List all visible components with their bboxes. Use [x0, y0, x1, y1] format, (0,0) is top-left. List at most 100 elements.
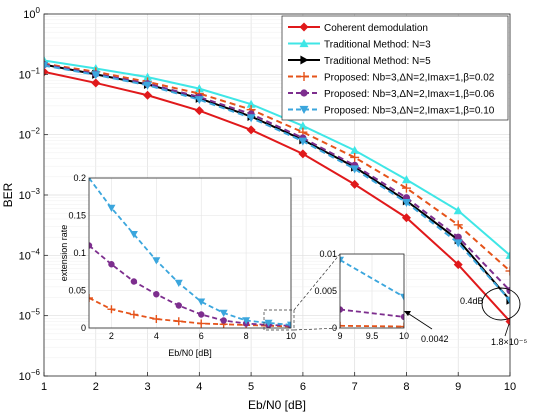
inset1-y-tick-label: 0.1: [73, 248, 86, 258]
legend-item-n3: Traditional Method: N=3: [288, 39, 431, 51]
inset1-data-point: [130, 278, 138, 285]
inset1-data-point: [152, 315, 161, 323]
main-y-tick-label: 10−4: [19, 247, 41, 262]
inset1-x-tick-label: 8: [244, 331, 249, 341]
zoom-connector-upper: [293, 253, 341, 311]
main-series-p010: [44, 61, 510, 305]
main-data-point: [350, 179, 360, 189]
legend-swatch-marker: [300, 89, 308, 97]
main-data-point: [454, 233, 462, 241]
main-y-axis-label: BER: [1, 182, 15, 207]
inset2-series-layer: [340, 256, 404, 328]
main-y-tick-label: 100: [23, 6, 40, 21]
inset1-data-point: [107, 204, 116, 212]
inset2-data-point: [400, 293, 404, 301]
main-x-tick-label: 10: [504, 381, 516, 393]
main-data-point: [453, 260, 463, 270]
inset1-axes-box: [88, 177, 292, 329]
inset1-data-point: [153, 291, 160, 298]
legend-label: Proposed: Nb=3,ΔN=2,Imax=1,β=0.10: [324, 106, 495, 117]
main-x-tick-label: 1: [41, 381, 47, 393]
inset2-series-p002: [340, 321, 404, 328]
inset2-series-line: [340, 308, 404, 318]
main-data-point: [350, 165, 360, 174]
legend-swatch-marker: [299, 72, 309, 81]
main-data-point: [453, 206, 463, 215]
main-data-point: [401, 175, 411, 184]
legend-item-n5: Traditional Method: N=5: [288, 55, 431, 67]
main-data-point: [453, 239, 463, 248]
inset1-data-point: [197, 319, 206, 328]
legend-items: Coherent demodulation Traditional Method:…: [288, 22, 495, 117]
inset1-y-tick-label: 0.15: [68, 211, 86, 221]
annotation-ber-label: 1.8×10⁻⁵: [491, 337, 528, 347]
main-x-tick-label: 6: [300, 381, 306, 393]
main-series-line: [44, 62, 510, 272]
main-data-point: [91, 78, 101, 88]
inset2-x-tick-label: 9: [337, 331, 342, 341]
inset1-x-axis-label: Eb/N0 [dB]: [168, 348, 212, 358]
inset1-y-tick-label: 0: [81, 323, 86, 333]
main-series-layer: [44, 55, 510, 327]
main-data-point: [44, 61, 49, 71]
main-series-line: [44, 64, 510, 301]
main-data-point: [143, 72, 153, 81]
inset2-x-tick-label: 9.5: [366, 331, 379, 341]
main-x-tick-label: 4: [196, 381, 202, 393]
inset1-x-tick-label: 6: [199, 331, 204, 341]
inset2-series-line: [340, 259, 404, 298]
main-data-point: [194, 96, 204, 105]
main-data-point: [401, 183, 411, 193]
main-y-tick-label: 10−6: [19, 368, 41, 383]
annotation-gap-label: 0.4dB: [460, 296, 484, 306]
zoom-connector-lower: [293, 327, 341, 331]
main-x-axis-label: Eb/N0 [dB]: [248, 398, 306, 412]
inset2-data-point: [340, 306, 344, 313]
inset1-y-tick-label: 0.05: [68, 286, 86, 296]
main-data-point: [401, 198, 411, 208]
main-data-point: [246, 114, 256, 123]
legend-swatch-marker: [300, 55, 309, 65]
inset1-x-tick-label: 10: [286, 331, 296, 341]
main-data-point: [298, 137, 308, 146]
legend-swatch-marker: [299, 105, 309, 114]
inset1-data-point: [242, 317, 251, 325]
inset1-data-point: [220, 317, 227, 324]
inset1-series-line: [89, 297, 291, 328]
main-x-tick-label: 2: [93, 381, 99, 393]
inset1-tick-labels: 2 4 6 8 10 0 0.05 0.1 0.15 0.2: [68, 173, 296, 341]
main-y-tick-label: 10−1: [19, 66, 41, 81]
main-data-point: [505, 296, 510, 305]
inset1-data-point: [107, 305, 116, 314]
zoom-region-box: [263, 309, 295, 331]
main-x-tick-label: 5: [248, 381, 254, 393]
inset2-y-tick-label: 0: [332, 323, 337, 333]
inset2-axes-box: [339, 253, 405, 329]
annotation-inset-label: 0.0042: [421, 334, 449, 344]
inset2-series-line: [340, 324, 404, 328]
main-y-tick-label: 10−2: [19, 127, 41, 142]
main-data-point: [246, 125, 256, 135]
inset-chart-zoom: 9 9.5 10 0 0.005 0.01: [314, 249, 409, 341]
inset1-data-point: [219, 309, 228, 317]
annotation-inset-arrow-line: [405, 311, 433, 330]
main-x-tick-label: 8: [403, 381, 409, 393]
annotation-inset-arrow-head: [404, 311, 411, 316]
main-data-point: [298, 121, 308, 130]
main-x-tick-label: 3: [144, 381, 150, 393]
legend-item-coherent: Coherent demodulation: [288, 22, 428, 34]
inset1-data-point: [264, 319, 273, 327]
inset1-series-layer: [89, 178, 291, 328]
main-series-coherent: [44, 67, 510, 327]
legend-swatch-marker: [299, 22, 309, 32]
main-data-point: [350, 145, 360, 154]
main-data-point: [401, 213, 411, 223]
legend: Coherent demodulation Traditional Method:…: [281, 15, 509, 121]
main-data-point: [453, 220, 463, 230]
main-data-point: [194, 106, 204, 116]
legend-label: Coherent demodulation: [324, 23, 428, 34]
inset1-data-point: [198, 311, 205, 318]
inset1-data-point: [174, 279, 183, 287]
inset1-data-point: [89, 294, 93, 302]
inset2-series-p010: [340, 256, 404, 301]
